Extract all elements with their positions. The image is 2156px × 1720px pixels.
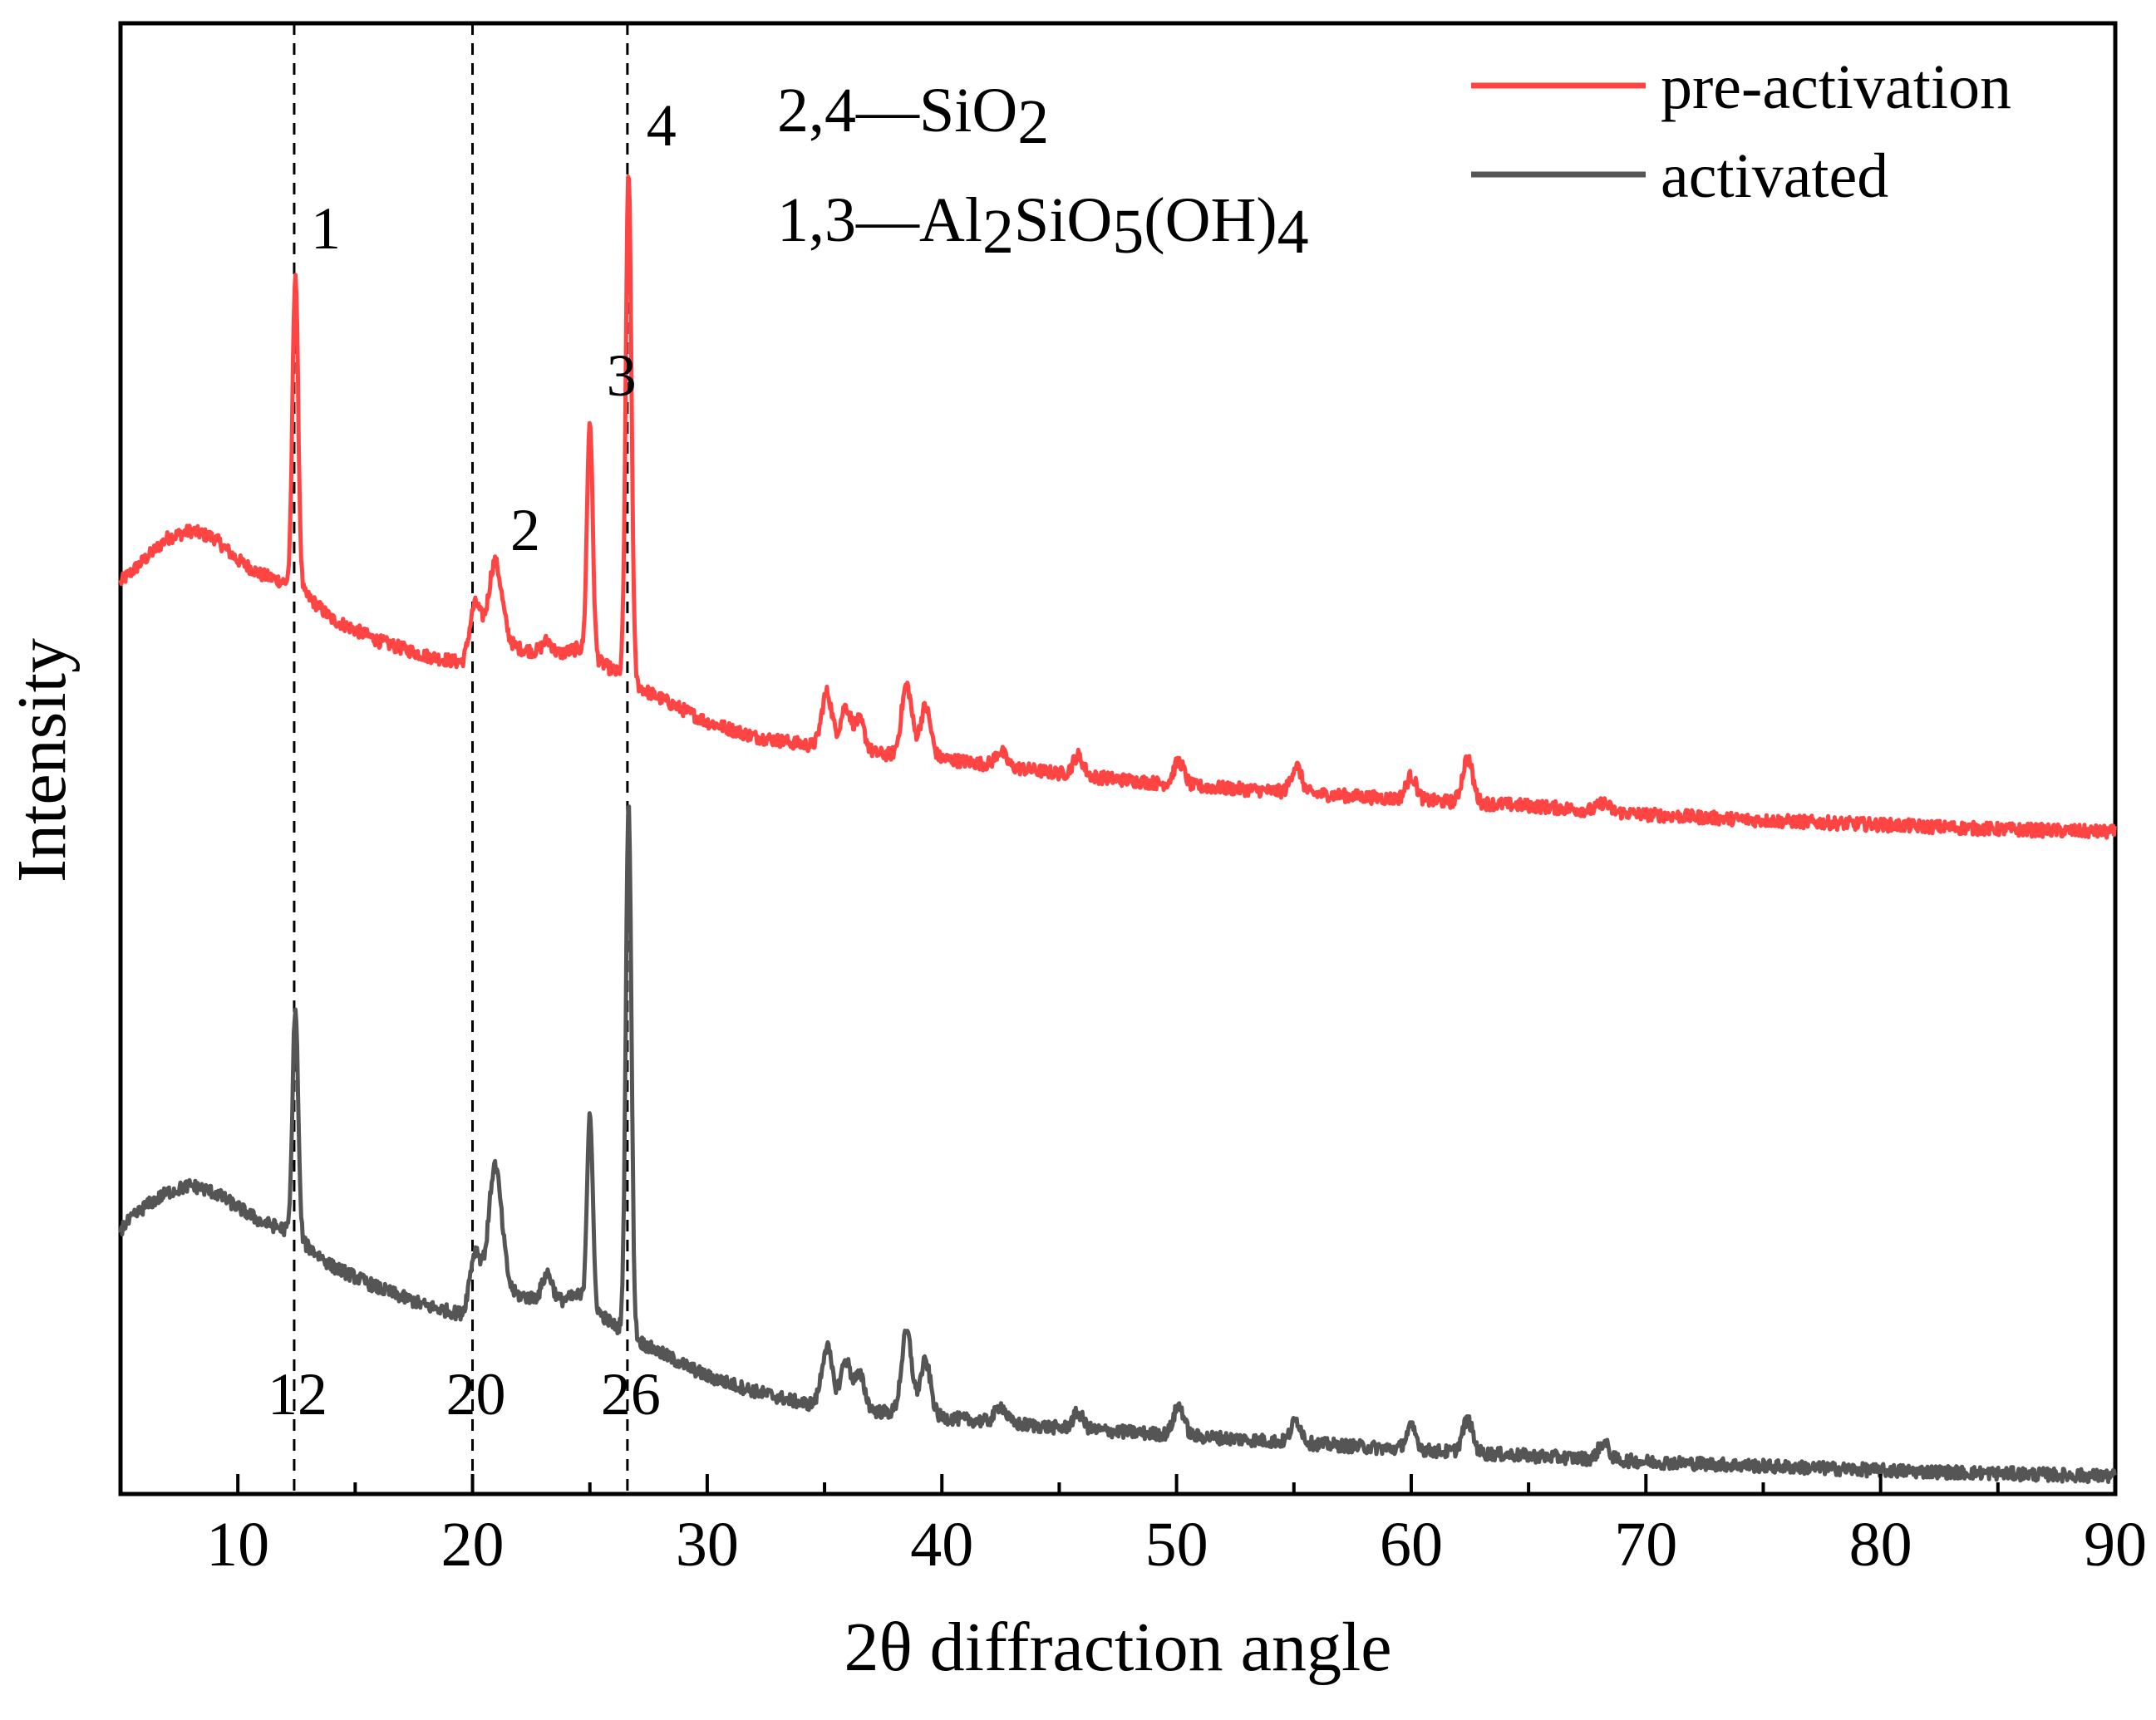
phase-annotation-kaolinite-part-2: SiO <box>1014 185 1112 255</box>
phase-annotation-kaolinite-part-4: (OH) <box>1144 185 1277 255</box>
reference-line-label-12: 12 <box>268 1361 327 1428</box>
legend-label-pre-activation: pre-activation <box>1661 52 2011 122</box>
x-tick-label-60: 60 <box>1380 1510 1443 1580</box>
x-axis-ticks: 10 20 30 40 50 60 70 80 90 <box>206 1474 2147 1580</box>
x-tick-label-30: 30 <box>676 1510 739 1580</box>
x-tick-label-40: 40 <box>910 1510 973 1580</box>
phase-annotation-sio2: 2,4—SiO2 <box>777 76 1049 157</box>
phase-annotation-sio2-prefix: 2,4—SiO <box>777 76 1017 145</box>
x-tick-label-80: 80 <box>1849 1510 1912 1580</box>
reference-line-label-20: 20 <box>446 1361 506 1428</box>
x-tick-label-10: 10 <box>206 1510 269 1580</box>
series-group <box>118 174 2117 1485</box>
x-tick-label-20: 20 <box>441 1510 505 1580</box>
peak-label-1: 1 <box>311 195 341 262</box>
phase-annotation-sio2-sub: 2 <box>1017 87 1049 157</box>
phase-annotation-kaolinite-part-1: 2 <box>982 197 1014 267</box>
legend: pre-activation activated <box>1471 52 2011 211</box>
x-tick-label-50: 50 <box>1145 1510 1208 1580</box>
series-line-pre-activation <box>118 174 2117 840</box>
legend-label-activated: activated <box>1661 141 1888 211</box>
y-axis-label: Intensity <box>3 638 81 882</box>
phase-annotation-kaolinite-part-3: 5 <box>1112 197 1144 267</box>
phase-annotation-kaolinite-part-5: 4 <box>1277 197 1309 267</box>
peak-label-3: 3 <box>607 342 637 409</box>
x-tick-label-70: 70 <box>1614 1510 1677 1580</box>
plot-frame <box>118 21 2118 1496</box>
x-axis-label: 2θ diffraction angle <box>844 1609 1391 1686</box>
reference-line-label-26: 26 <box>601 1361 661 1428</box>
peak-label-2: 2 <box>510 497 540 563</box>
series-line-activated <box>118 804 2117 1485</box>
peak-labels: 1 2 3 4 <box>311 92 677 563</box>
phase-annotation-kaolinite-part-0: 1,3—Al <box>777 185 982 255</box>
peak-label-4: 4 <box>647 92 677 159</box>
phase-annotation-kaolinite: 1,3—Al2SiO5(OH)4 <box>777 185 1309 267</box>
x-tick-label-90: 90 <box>2084 1510 2147 1580</box>
